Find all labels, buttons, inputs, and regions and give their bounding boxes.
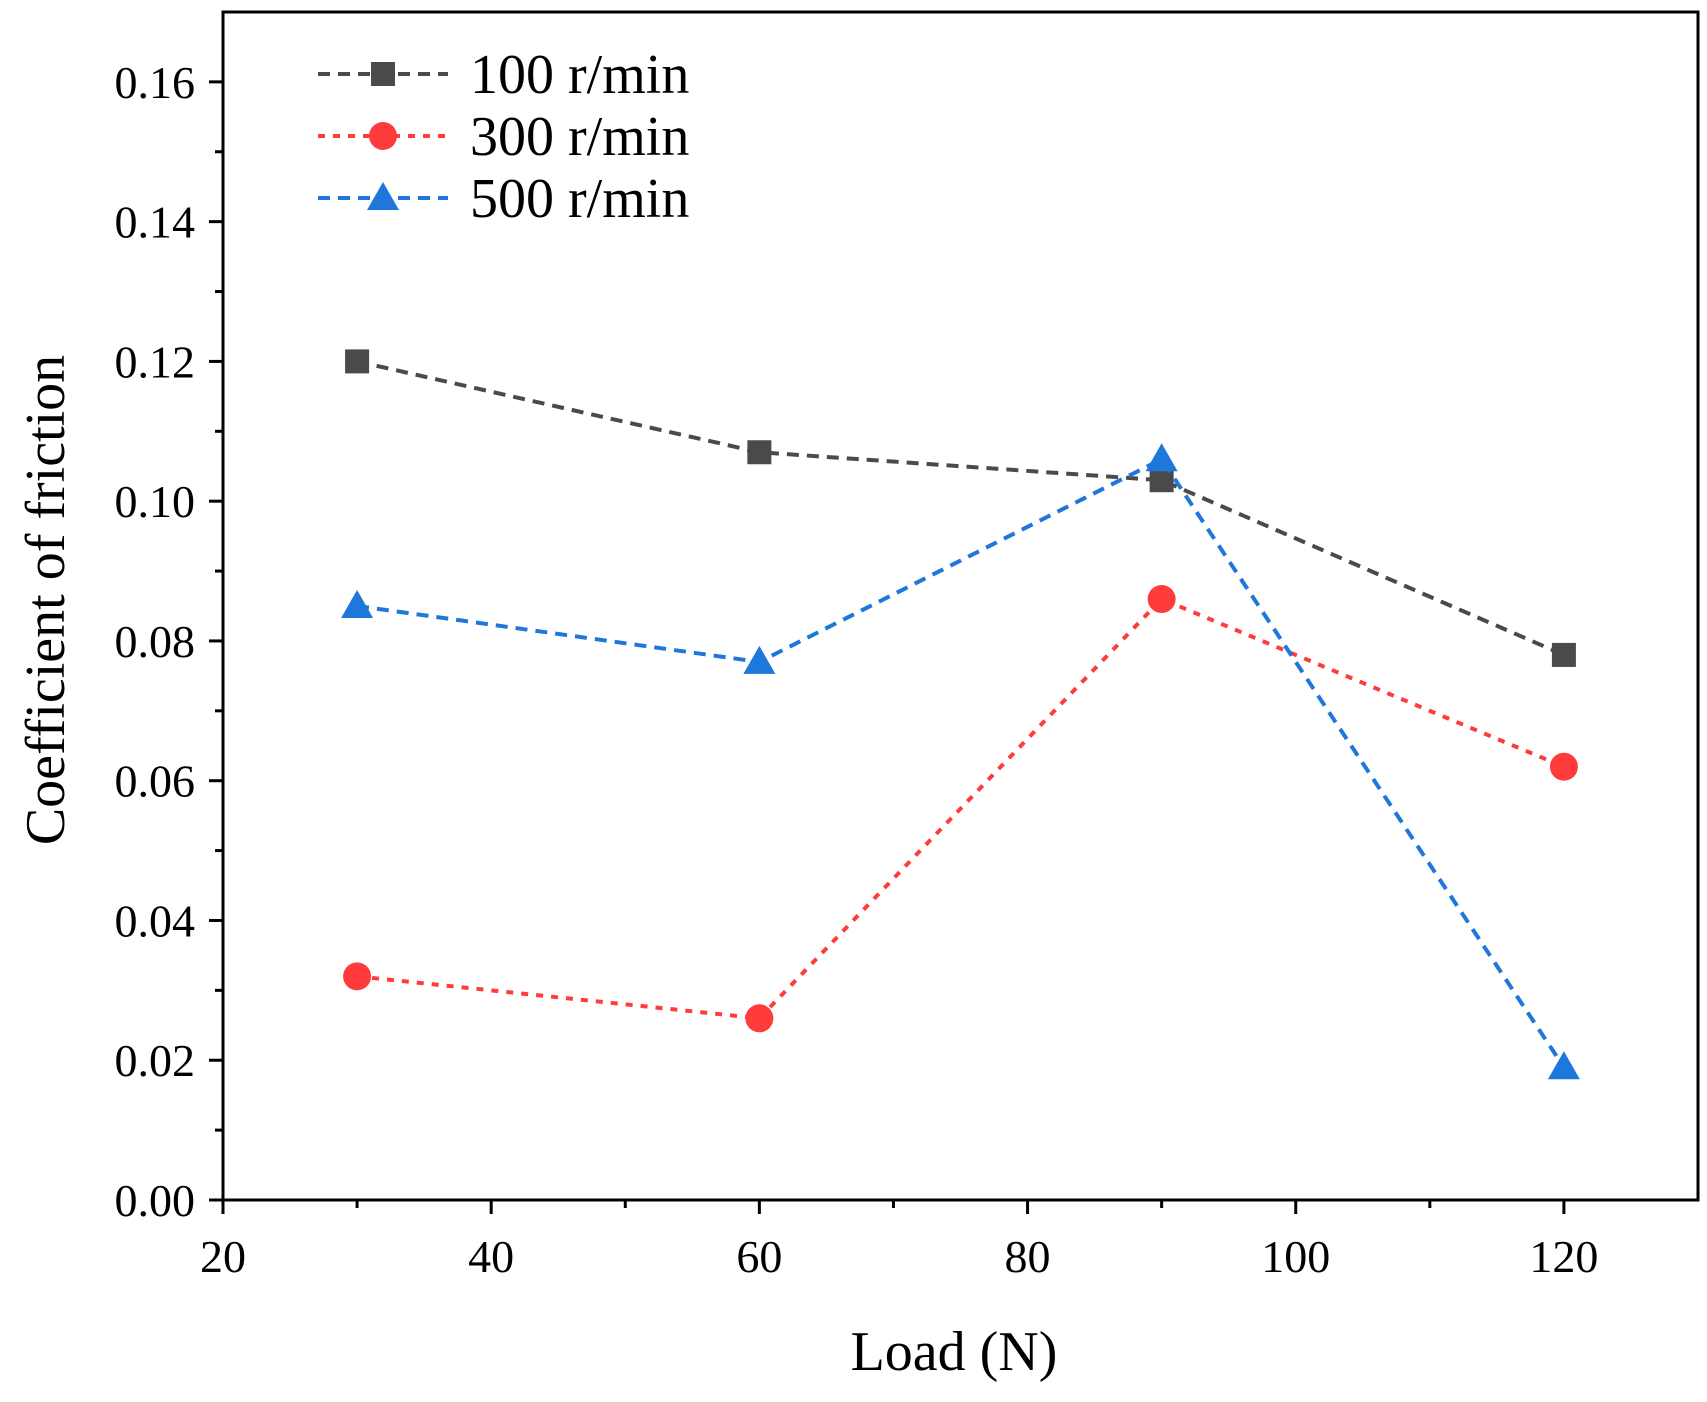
legend-label: 300 r/min [470,106,689,168]
data-point [345,349,370,374]
x-axis-title: Load (N) [851,1321,1058,1383]
data-point [1147,585,1176,614]
x-tick-label: 20 [200,1231,246,1282]
data-point [1547,1051,1580,1080]
data-point [745,1004,774,1033]
series-line [356,456,1566,1069]
legend-marker [369,122,397,150]
series-group [341,349,1580,1080]
legend-item: 500 r/min [318,168,689,230]
x-tick-label: 80 [1005,1231,1051,1282]
y-tick-label: 0.06 [115,756,196,807]
legend-label: 100 r/min [470,44,689,106]
x-tick-label: 100 [1261,1231,1330,1282]
legend-marker [367,182,399,210]
y-axis-title: Coefficient of friction [15,355,77,845]
series-line [356,359,1565,657]
plot-frame [221,10,1700,1202]
y-tick-label: 0.02 [115,1035,196,1086]
axes: 20 40 60 80 100 120 0.00 0.02 0.04 0.06 0.08 0.10 0.… [115,10,1700,1282]
y-tick-label: 0.04 [115,895,196,946]
legend-item: 100 r/min [318,44,689,106]
series-100-r-min [345,349,1576,667]
legend-item: 300 r/min [318,106,689,168]
data-point [1145,443,1178,472]
series-300-r-min [343,585,1578,1033]
data-point [1551,642,1576,667]
data-point [743,645,776,674]
y-tick-label: 0.10 [115,476,196,527]
x-tick-label: 60 [736,1231,782,1282]
data-point [343,962,372,991]
y-tick-label: 0.16 [115,57,196,108]
series-line [356,596,1565,1021]
data-point [341,590,374,618]
legend-marker [371,62,395,86]
x-tick-label: 40 [468,1231,514,1282]
x-tick-label: 120 [1529,1231,1598,1282]
series-500-r-min [341,443,1580,1080]
y-tick-label: 0.14 [115,197,196,248]
legend-label: 500 r/min [470,168,689,230]
y-tick-label: 0.12 [115,336,196,387]
y-tick-label: 0.00 [115,1175,196,1226]
y-tick-label: 0.08 [115,616,196,667]
data-point [1549,752,1578,781]
data-point [747,440,772,465]
